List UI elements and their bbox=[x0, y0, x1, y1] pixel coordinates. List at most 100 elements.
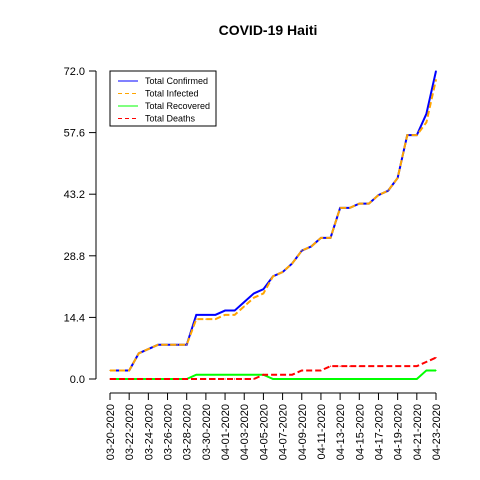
x-tick-label: 04-19-2020 bbox=[393, 404, 405, 460]
y-tick-label: 14.4 bbox=[64, 312, 85, 324]
data-point bbox=[281, 271, 284, 273]
data-point bbox=[234, 314, 236, 316]
data-point bbox=[147, 378, 149, 380]
data-point bbox=[435, 357, 437, 359]
x-tick-label: 04-17-2020 bbox=[373, 404, 385, 460]
data-point bbox=[329, 237, 332, 239]
x-tick-label: 04-13-2020 bbox=[335, 404, 347, 460]
data-point bbox=[224, 374, 226, 376]
data-point bbox=[224, 309, 226, 312]
data-point bbox=[349, 378, 351, 380]
x-tick-label: 03-24-2020 bbox=[143, 404, 155, 460]
data-point bbox=[406, 134, 408, 136]
data-point bbox=[291, 378, 293, 380]
x-tick-label: 03-22-2020 bbox=[124, 404, 136, 460]
data-point bbox=[262, 288, 265, 290]
x-tick-label: 04-23-2020 bbox=[431, 404, 443, 460]
x-tick-label: 03-28-2020 bbox=[182, 404, 194, 460]
data-point bbox=[157, 344, 159, 346]
series-line-total-deaths bbox=[110, 356, 437, 380]
data-point bbox=[387, 365, 389, 367]
data-point bbox=[147, 348, 149, 350]
data-point bbox=[329, 378, 332, 380]
data-point bbox=[234, 309, 236, 312]
data-point bbox=[262, 292, 265, 295]
data-point bbox=[397, 365, 399, 367]
legend-box bbox=[109, 70, 217, 127]
chart-title: COVID-19 Haiti bbox=[219, 22, 318, 38]
data-point bbox=[329, 365, 332, 367]
x-tick-label: 04-05-2020 bbox=[258, 404, 270, 460]
data-point bbox=[224, 378, 226, 380]
x-tick-label: 04-11-2020 bbox=[316, 404, 328, 459]
data-point bbox=[291, 374, 293, 376]
data-point bbox=[301, 378, 303, 380]
data-point bbox=[205, 374, 207, 376]
x-tick-label: 03-30-2020 bbox=[201, 404, 213, 460]
x-tick-label: 04-03-2020 bbox=[239, 404, 251, 460]
data-point bbox=[243, 374, 245, 376]
data-point bbox=[425, 369, 428, 372]
data-point bbox=[416, 365, 418, 367]
x-tick-label: 03-20-2020 bbox=[105, 404, 117, 460]
data-point bbox=[166, 344, 169, 346]
data-point bbox=[272, 374, 274, 376]
data-point bbox=[377, 365, 380, 367]
data-point bbox=[109, 369, 111, 372]
data-point bbox=[425, 121, 428, 123]
data-point bbox=[253, 378, 255, 380]
data-point bbox=[320, 378, 322, 380]
data-point bbox=[416, 378, 418, 380]
data-point bbox=[243, 378, 245, 380]
data-point bbox=[195, 374, 197, 376]
data-point bbox=[397, 378, 399, 380]
data-point bbox=[310, 245, 312, 247]
data-point bbox=[349, 207, 351, 209]
data-point bbox=[281, 374, 284, 376]
x-tick-label: 04-15-2020 bbox=[354, 404, 366, 460]
data-point bbox=[205, 314, 207, 316]
data-point bbox=[253, 374, 255, 376]
x-tick-label: 04-07-2020 bbox=[278, 404, 290, 460]
data-point bbox=[435, 369, 437, 372]
data-point bbox=[186, 378, 188, 380]
data-point bbox=[272, 275, 274, 277]
data-point bbox=[138, 378, 140, 380]
x-tick-label: 04-21-2020 bbox=[412, 404, 424, 460]
data-point bbox=[320, 237, 322, 239]
data-point bbox=[214, 314, 217, 316]
data-point bbox=[291, 262, 293, 265]
data-point bbox=[118, 378, 121, 380]
data-point bbox=[157, 378, 159, 380]
data-point bbox=[425, 361, 428, 363]
data-point bbox=[195, 314, 197, 316]
x-tick-label: 04-01-2020 bbox=[220, 404, 232, 460]
y-tick-label: 72.0 bbox=[64, 66, 85, 78]
data-point bbox=[387, 378, 389, 380]
data-point bbox=[377, 194, 380, 196]
data-point bbox=[358, 203, 360, 205]
data-point bbox=[310, 369, 312, 372]
data-point bbox=[214, 318, 217, 320]
y-axis-ticks: 0.0 14.4 28.8 43.2 57.6 72.0 bbox=[64, 66, 96, 386]
y-tick-label: 57.6 bbox=[64, 128, 85, 140]
data-point bbox=[301, 369, 303, 372]
legend: Total Confirmed Total Infected Total Recov… bbox=[109, 70, 217, 127]
data-point bbox=[214, 378, 217, 380]
x-axis-ticks: 03-20-2020 03-22-2020 03-24-2020 03-26-2020… bbox=[105, 393, 443, 460]
data-point bbox=[435, 70, 437, 72]
legend-label: Total Deaths bbox=[145, 114, 196, 124]
data-point bbox=[358, 378, 360, 380]
data-point bbox=[176, 378, 178, 380]
data-point bbox=[435, 78, 437, 81]
data-point bbox=[387, 190, 389, 192]
data-point bbox=[416, 134, 418, 136]
data-point bbox=[186, 344, 188, 346]
data-point bbox=[377, 378, 380, 380]
data-point bbox=[339, 207, 341, 209]
data-point bbox=[301, 250, 303, 252]
data-point bbox=[358, 365, 360, 367]
data-point bbox=[368, 365, 370, 367]
data-point bbox=[224, 314, 226, 316]
data-point bbox=[281, 378, 284, 380]
